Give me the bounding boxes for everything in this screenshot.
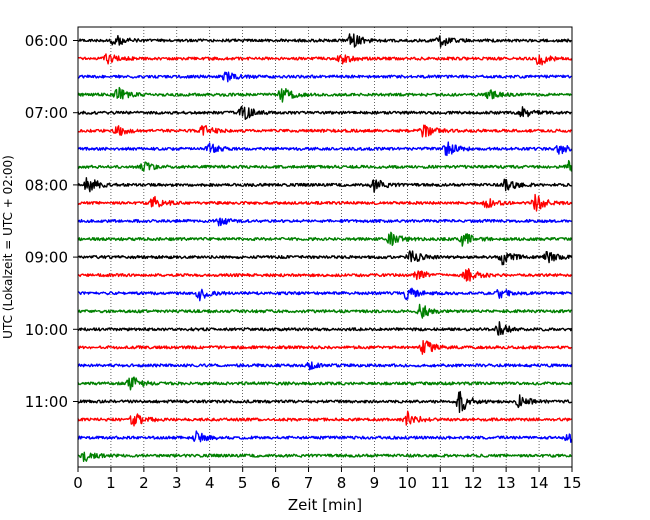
x-tick-label: 14 xyxy=(530,474,549,492)
trace-1000 xyxy=(77,321,573,336)
trace-1045 xyxy=(77,376,573,391)
y-tick-label: 08:00 xyxy=(25,176,68,194)
trace-0745 xyxy=(77,159,573,172)
trace-0845 xyxy=(77,231,573,247)
x-tick-label: 0 xyxy=(73,474,83,492)
x-tick-label: 5 xyxy=(238,474,248,492)
grid-lines xyxy=(110,27,540,467)
y-tick-label: 10:00 xyxy=(25,321,68,339)
x-tick-label: 11 xyxy=(431,474,450,492)
x-axis-label: Zeit [min] xyxy=(288,496,362,514)
y-tick-label: 09:00 xyxy=(25,249,68,267)
trace-0645 xyxy=(77,86,572,103)
y-tick-label: 11:00 xyxy=(25,393,68,411)
trace-0915 xyxy=(77,268,573,282)
x-tick-label: 8 xyxy=(337,474,347,492)
trace-0730 xyxy=(77,141,573,157)
plot-frame xyxy=(77,26,573,468)
trace-0930 xyxy=(77,287,572,302)
y-axis-ticks: 06:00 07:00 08:00 09:00 10:00 11:00 xyxy=(25,32,78,411)
trace-1115 xyxy=(77,410,572,427)
x-tick-label: 9 xyxy=(370,474,380,492)
x-tick-label: 2 xyxy=(139,474,149,492)
y-tick-label: 07:00 xyxy=(25,104,68,122)
x-tick-label: 12 xyxy=(464,474,483,492)
x-tick-label: 10 xyxy=(398,474,417,492)
y-tick-label: 06:00 xyxy=(25,32,68,50)
trace-0830 xyxy=(77,217,573,227)
y-axis-label: UTC (Lokalzeit = UTC + 02:00) xyxy=(1,155,15,339)
x-tick-label: 1 xyxy=(106,474,116,492)
trace-0630 xyxy=(77,71,572,83)
trace-0715 xyxy=(77,124,573,138)
x-tick-label: 6 xyxy=(271,474,281,492)
trace-0615 xyxy=(77,53,573,66)
trace-1015 xyxy=(77,339,572,355)
x-tick-label: 7 xyxy=(304,474,314,492)
trace-0700 xyxy=(77,105,572,120)
seismic-traces xyxy=(77,33,573,462)
trace-0815 xyxy=(77,193,573,212)
x-tick-label: 13 xyxy=(497,474,516,492)
trace-1100 xyxy=(77,390,572,413)
trace-0945 xyxy=(77,303,572,319)
x-tick-label: 4 xyxy=(205,474,215,492)
trace-0800 xyxy=(77,177,572,193)
x-tick-label: 3 xyxy=(172,474,182,492)
trace-1145 xyxy=(77,451,572,462)
x-tick-label: 15 xyxy=(562,474,581,492)
trace-1130 xyxy=(77,430,573,443)
trace-1030 xyxy=(77,361,573,371)
trace-0600 xyxy=(77,33,572,48)
x-axis-ticks: 0 1 2 3 4 5 6 7 8 9 10 11 12 13 14 15 xyxy=(73,467,582,492)
trace-0900 xyxy=(77,250,573,266)
